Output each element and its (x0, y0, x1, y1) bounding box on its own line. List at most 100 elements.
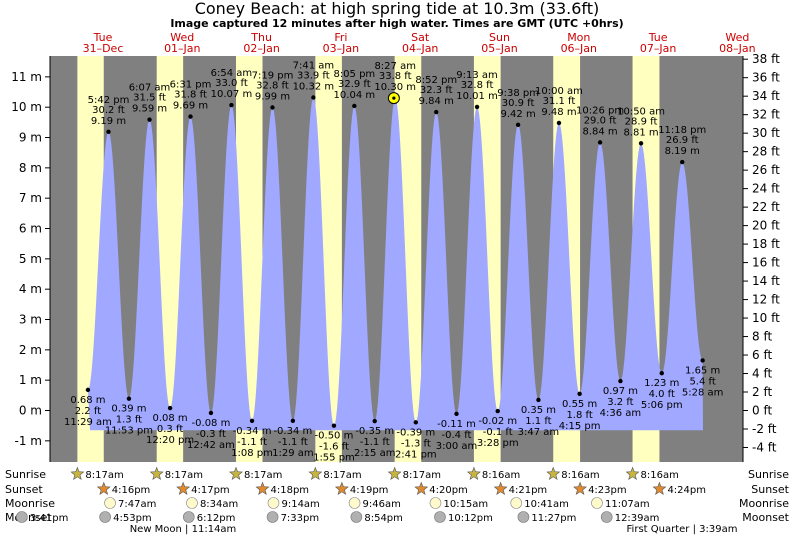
almanac-row-label-right: Moonset (742, 511, 789, 524)
tide-point (147, 117, 152, 122)
moonset-time: 4:53pm (113, 513, 152, 524)
sunrise-time: 8:16am (641, 470, 679, 481)
tide-point (495, 408, 500, 414)
sunset-time: 4:17pm (191, 485, 230, 496)
tide-m-label: 9.59 m (132, 104, 167, 115)
tide-m-label: 9.84 m (419, 96, 454, 107)
y-right-tick-label: 2 ft (752, 385, 772, 399)
day-name: Fri (334, 31, 347, 44)
tide-ft-label: 29.0 ft (584, 115, 617, 126)
tide-ft-label: 26.9 ft (666, 135, 699, 146)
tide-time-label: 3:47 am (518, 427, 560, 438)
tide-time-label: 10:26 pm (576, 105, 624, 116)
tide-m-label: 10.32 m (293, 81, 335, 92)
moonrise-time: 9:14am (281, 499, 319, 510)
moonrise-icon (267, 497, 280, 509)
tide-time-label: 1:08 pm (231, 448, 273, 459)
y-right-tick-label: 16 ft (752, 256, 780, 270)
sunset-icon (414, 481, 429, 495)
moonrise-time: 7:47am (118, 499, 156, 510)
y-left-tick-label: 7 m (19, 191, 42, 205)
tide-m-label: -0.02 m (478, 416, 517, 427)
y-left-tick-label: 3 m (19, 313, 42, 327)
sunset-time: 4:16pm (112, 485, 151, 496)
tide-ft-label: 1.1 ft (525, 416, 551, 427)
day-date: 05–Jan (481, 42, 517, 55)
tide-ft-label: -1.1 ft (237, 437, 267, 448)
tide-time-label: 6:07 am (129, 83, 171, 94)
day-name: Tue (648, 31, 668, 44)
moonrise-time: 10:15am (443, 499, 488, 510)
tide-point (331, 423, 337, 428)
moonset-time: 6:12pm (197, 513, 236, 524)
tide-time-label: 12:20 pm (146, 435, 194, 446)
chart-title: Coney Beach: at high spring tide at 10.3… (195, 0, 600, 18)
tide-time-label: 5:42 pm (88, 95, 130, 106)
day-date: 02–Jan (243, 42, 279, 55)
y-right-tick-label: 26 ft (752, 163, 780, 177)
tide-m-label: 9.19 m (91, 116, 126, 127)
day-name: Wed (725, 31, 749, 44)
sunset-icon (493, 481, 508, 495)
tide-ft-label: 3.2 ft (607, 397, 633, 408)
tide-time-label: 7:41 am (293, 60, 335, 71)
y-axis-left: -1 m 0 m 1 m 2 m 3 m 4 m 5 m 6 m 7 m 8 m 9 m 10 m 11… (11, 56, 51, 462)
moon-phase-label: First Quarter | 3:39am (627, 524, 738, 535)
day-date: 31–Dec (83, 42, 124, 55)
moon-phase-label: New Moon | 11:14am (130, 524, 237, 535)
sunset-icon (176, 481, 191, 495)
moonset-time: 11:27pm (531, 513, 576, 524)
sunrise-icon (546, 466, 561, 480)
moonset-icon (266, 511, 279, 523)
y-right-tick-label: 6 ft (752, 348, 772, 362)
day-date: 08–Jan (719, 42, 755, 55)
moonrise-time: 8:34am (200, 499, 238, 510)
tide-point (290, 418, 296, 424)
y-right-tick-label: 0 ft (752, 404, 772, 418)
tide-point (85, 387, 91, 393)
tide-time-label: 2:15 am (354, 448, 396, 459)
tide-point (536, 397, 541, 403)
tide-m-label: 9.69 m (173, 101, 208, 112)
tide-ft-label: 2.2 ft (75, 406, 101, 417)
tide-point (659, 370, 664, 376)
moonset-time: 8:54pm (364, 513, 403, 524)
tide-time-label: 1:29 am (272, 448, 314, 459)
tide-m-label: 10.07 m (211, 89, 253, 100)
tide-time-label: 7:19 pm (252, 71, 294, 82)
tide-point (700, 358, 705, 363)
moonset-icon (517, 511, 530, 523)
tide-point (454, 411, 459, 417)
tide-m-label: 8.19 m (665, 146, 700, 157)
y-right-tick-label: 12 ft (752, 293, 780, 307)
moonrise-time: 9:46am (363, 499, 401, 510)
tide-point (474, 104, 480, 110)
y-right-tick-label: 20 ft (752, 219, 780, 233)
sunrise-icon (625, 466, 640, 480)
tide-point (167, 405, 173, 411)
moonrise-icon (591, 497, 603, 509)
y-right-tick-label: 14 ft (752, 274, 780, 288)
tide-m-label: 8.84 m (582, 126, 617, 137)
almanac-row-label-right: Moonrise (739, 497, 789, 510)
sunrise-icon (229, 466, 243, 480)
sunrise-time: 8:17am (165, 470, 203, 481)
y-left-tick-label: 1 m (19, 373, 42, 387)
almanac-row-label-right: Sunset (751, 483, 789, 496)
y-right-tick-label: 8 ft (752, 330, 772, 344)
almanac-row-label-left: Moonrise (5, 497, 55, 510)
day-name: Mon (567, 31, 590, 44)
tide-ft-label: 33.0 ft (215, 78, 248, 89)
tide-time-label: 9:38 pm (497, 88, 539, 99)
tide-time-label: 11:18 pm (658, 125, 706, 136)
tide-point (577, 391, 582, 397)
sunset-icon (652, 481, 667, 495)
moonrise-icon (510, 497, 523, 509)
moonset-icon (99, 511, 111, 523)
y-right-tick-label: -2 ft (752, 422, 777, 436)
moonset-icon (16, 511, 28, 523)
y-right-tick-label: 30 ft (752, 126, 780, 140)
moonset-icon (600, 511, 613, 523)
